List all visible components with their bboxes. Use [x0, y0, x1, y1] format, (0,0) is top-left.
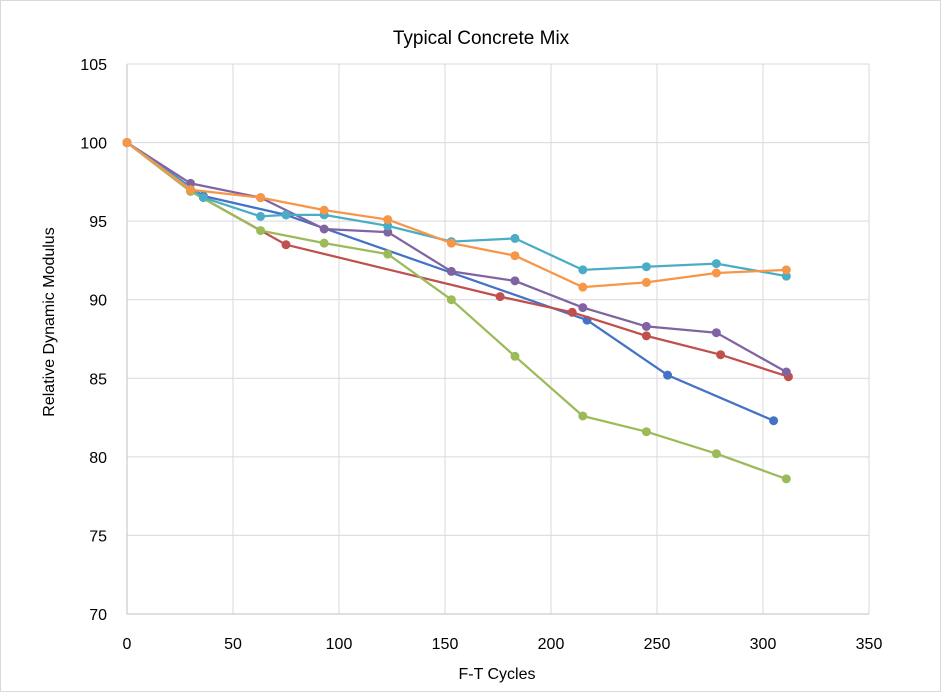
data-point [716, 350, 726, 360]
data-point [495, 292, 505, 302]
series-6 [122, 138, 791, 292]
data-point [446, 238, 456, 248]
data-point [781, 474, 791, 484]
series-line [125, 141, 775, 422]
data-point [781, 367, 791, 377]
series-4 [122, 138, 791, 377]
data-point [383, 215, 393, 225]
y-tick-label: 85 [89, 371, 107, 388]
data-point [769, 416, 779, 426]
x-tick-labels: 0 50 100 150 200 250 300 350 [123, 636, 883, 653]
data-point [567, 307, 577, 317]
data-point [446, 295, 456, 305]
data-point [711, 259, 721, 269]
data-point [319, 224, 329, 234]
x-tick-label: 250 [644, 636, 671, 653]
data-point [319, 238, 329, 248]
data-point [256, 211, 266, 221]
data-point [319, 205, 329, 215]
data-point [186, 185, 196, 195]
y-tick-label: 90 [89, 293, 107, 310]
y-tick-label: 100 [80, 136, 107, 153]
data-point [641, 331, 651, 341]
series-layer [122, 138, 793, 484]
y-tick-labels: 70 75 80 85 90 95 100 105 [80, 57, 107, 624]
data-point [510, 251, 520, 261]
data-point [711, 268, 721, 278]
data-point [510, 351, 520, 361]
gridlines [127, 63, 870, 615]
series-line [125, 141, 788, 278]
x-tick-label: 150 [432, 636, 459, 653]
x-tick-label: 300 [750, 636, 777, 653]
y-tick-label: 105 [80, 57, 107, 74]
x-tick-label: 200 [538, 636, 565, 653]
data-point [663, 370, 673, 380]
chart-title: Typical Concrete Mix [393, 28, 570, 49]
data-point [122, 138, 132, 148]
series-line [125, 141, 788, 374]
y-tick-label: 80 [89, 450, 107, 467]
data-point [446, 266, 456, 276]
data-point [578, 303, 588, 313]
data-point [510, 233, 520, 243]
x-tick-label: 0 [123, 636, 132, 653]
x-tick-label: 50 [224, 636, 242, 653]
data-point [711, 449, 721, 459]
x-tick-label: 350 [856, 636, 883, 653]
data-point [256, 193, 266, 203]
x-axis-title: F-T Cycles [458, 666, 535, 683]
data-point [510, 276, 520, 286]
data-point [281, 210, 291, 220]
data-point [578, 282, 588, 292]
data-point [198, 193, 208, 203]
data-point [641, 321, 651, 331]
axis-lines [126, 64, 869, 615]
y-tick-label: 95 [89, 214, 107, 231]
x-tick-label: 100 [326, 636, 353, 653]
data-point [711, 328, 721, 338]
data-point [641, 277, 651, 287]
series-5 [122, 138, 791, 281]
data-point [281, 240, 291, 250]
y-tick-label: 70 [89, 607, 107, 624]
data-point [256, 226, 266, 236]
data-point [383, 249, 393, 259]
data-point [641, 427, 651, 437]
data-point [578, 265, 588, 275]
data-point [641, 262, 651, 272]
y-axis-title: Relative Dynamic Modulus [41, 227, 58, 416]
y-tick-label: 75 [89, 528, 107, 545]
data-point [781, 265, 791, 275]
series-1 [122, 138, 779, 426]
series-2 [122, 138, 793, 382]
data-point [578, 411, 588, 421]
series-line [125, 141, 790, 378]
